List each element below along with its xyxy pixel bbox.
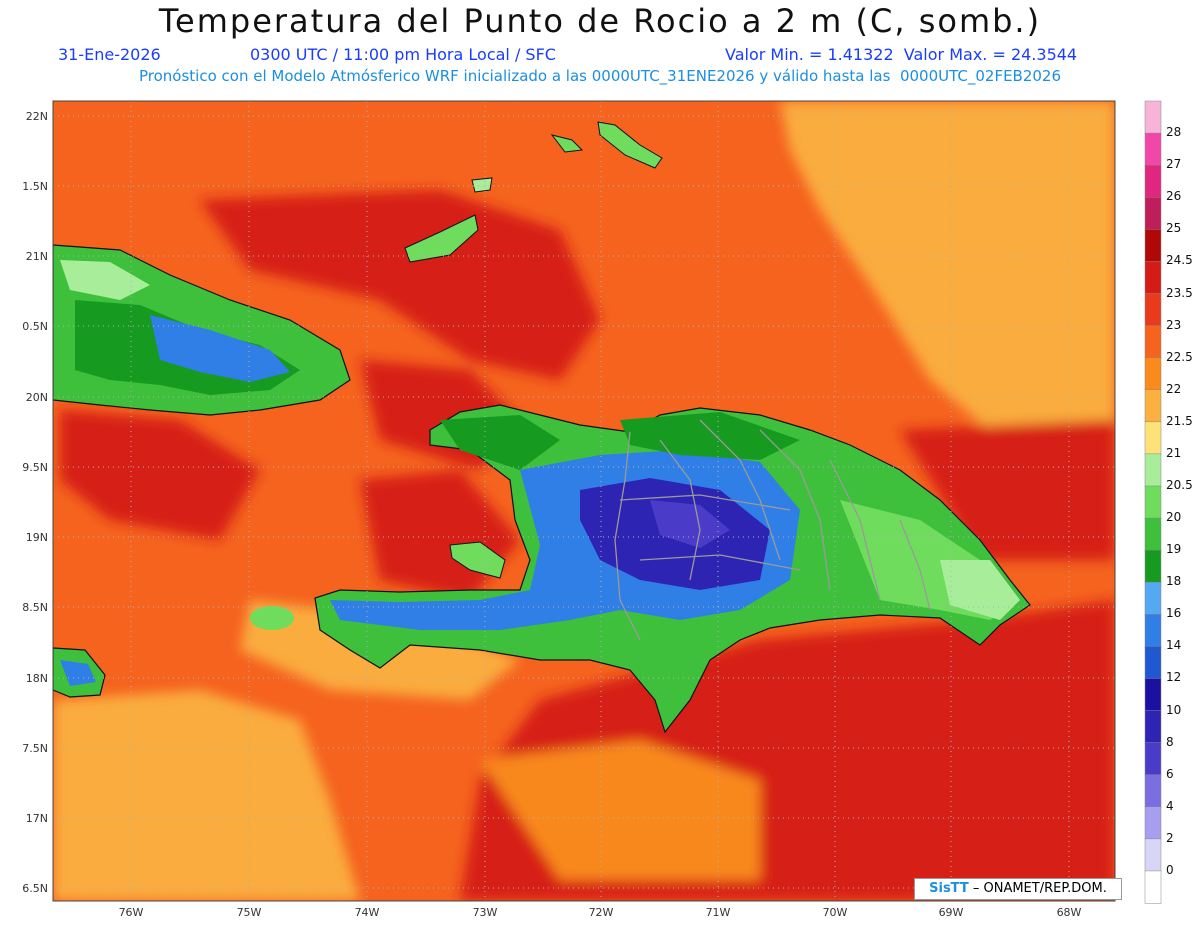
colorbar-swatch xyxy=(1144,517,1162,551)
colorbar-label: 20.5 xyxy=(1166,478,1193,492)
colorbar-swatch xyxy=(1144,196,1162,231)
lat-label: 8.5N xyxy=(22,601,48,614)
forecast-date: 31-Ene-2026 xyxy=(58,45,161,64)
colorbar-swatch xyxy=(1144,742,1162,776)
colorbar-swatch xyxy=(1144,293,1162,327)
w-red xyxy=(60,410,260,540)
lat-label: 21N xyxy=(25,250,48,263)
colorbar-label: 18 xyxy=(1166,574,1182,589)
bahamas-islands xyxy=(404,121,663,263)
lon-label: 69W xyxy=(938,906,964,919)
colorbar-label: 22 xyxy=(1166,381,1182,396)
colorbar-swatch xyxy=(1144,485,1162,519)
min-max-values: Valor Min. = 1.41322 Valor Max. = 24.354… xyxy=(725,45,1078,64)
lat-label: 0.5N xyxy=(22,320,48,333)
colorbar-swatch xyxy=(1144,132,1162,166)
colorbar-label: 6 xyxy=(1166,766,1174,781)
gonave-island xyxy=(449,541,506,579)
province-borders xyxy=(614,419,931,641)
lon-label: 76W xyxy=(118,906,144,919)
colorbar-swatch xyxy=(1144,421,1162,455)
colorbar-label: 21.5 xyxy=(1166,413,1193,428)
n-red-belt xyxy=(200,190,600,380)
orange-south-band xyxy=(480,740,760,880)
colorbar-label: 10 xyxy=(1166,702,1182,717)
lat-label: 22N xyxy=(25,110,48,123)
model-info: Pronóstico con el Modelo Atmósferico WRF… xyxy=(138,67,1062,85)
lat-label: 7.5N xyxy=(22,742,48,755)
sw-light-orange xyxy=(53,690,360,901)
colorbar-swatch xyxy=(1144,870,1162,904)
colorbar-swatch xyxy=(1144,229,1162,263)
jamaica-landmass xyxy=(53,647,106,698)
lon-label: 74W xyxy=(354,906,380,919)
colorbar-swatch xyxy=(1144,614,1162,648)
colorbar-label: 25 xyxy=(1166,221,1182,236)
map-frame xyxy=(52,100,1116,902)
colorbar-swatch xyxy=(1144,453,1162,487)
colorbar-label: 4 xyxy=(1166,798,1174,813)
colorbar-label: 16 xyxy=(1166,606,1182,621)
hispaniola-landmass xyxy=(314,404,1031,734)
colorbar-swatch xyxy=(1144,710,1162,744)
lon-label: 72W xyxy=(588,906,614,919)
colorbar-swatch xyxy=(1144,774,1162,808)
colorbar-swatch xyxy=(1144,164,1162,198)
colorbar-label: 22.5 xyxy=(1166,349,1193,364)
colorbar-label: 20 xyxy=(1166,510,1182,524)
colorbar-label: 27 xyxy=(1166,157,1182,172)
lon-label: 68W xyxy=(1056,906,1082,919)
colorbar-label: 8 xyxy=(1166,734,1174,749)
lat-label: 19N xyxy=(25,531,48,544)
colorbar-swatch xyxy=(1144,389,1162,423)
lat-label: 17N xyxy=(25,812,48,825)
colorbar-swatch xyxy=(1144,646,1162,680)
lon-label: 73W xyxy=(472,906,498,919)
colorbar-label: 28 xyxy=(1166,125,1182,140)
e-red xyxy=(900,420,1115,560)
colorbar-label: 0 xyxy=(1166,862,1174,877)
colorbar-label: 2 xyxy=(1166,830,1174,845)
credit-text: – ONAMET/REP.DOM. xyxy=(968,881,1107,896)
colorbar-label: 23 xyxy=(1166,317,1182,332)
colorbar-label: 12 xyxy=(1166,670,1182,685)
colorbar-swatch xyxy=(1144,549,1162,583)
colorbar-label: 23.5 xyxy=(1166,285,1193,300)
lon-label: 70W xyxy=(822,906,848,919)
lat-label: 20N xyxy=(25,391,48,404)
colorbar-label: 19 xyxy=(1166,542,1182,557)
sistt-logo-text: SisTT xyxy=(929,881,969,896)
colorbar xyxy=(1144,100,1162,904)
lon-label: 75W xyxy=(236,906,262,919)
colorbar-swatch xyxy=(1144,325,1162,359)
forecast-time: 0300 UTC / 11:00 pm Hora Local / SFC xyxy=(250,45,556,64)
green-ocean-spot xyxy=(250,606,294,630)
colorbar-label: 21 xyxy=(1166,445,1182,460)
colorbar-label: 14 xyxy=(1166,638,1182,653)
lat-lon-grid xyxy=(53,101,1115,901)
lon-label: 71W xyxy=(705,906,731,919)
lat-label: 6.5N xyxy=(22,882,48,895)
map-title: Temperatura del Punto de Rocio a 2 m (C,… xyxy=(158,2,1042,40)
colorbar-swatch xyxy=(1144,806,1162,840)
colorbar-swatch xyxy=(1144,100,1162,134)
colorbar-label: 24.5 xyxy=(1166,253,1193,268)
credit-box: SisTT – ONAMET/REP.DOM. xyxy=(914,878,1122,900)
colorbar-swatch xyxy=(1144,581,1162,616)
colorbar-swatch xyxy=(1144,678,1162,712)
colorbar-label: 26 xyxy=(1166,189,1182,204)
lat-label: 1.5N xyxy=(22,180,48,193)
colorbar-swatch xyxy=(1144,838,1162,872)
lat-label: 18N xyxy=(25,672,48,685)
lat-label: 9.5N xyxy=(22,461,48,474)
colorbar-swatch xyxy=(1144,357,1162,391)
colorbar-swatch xyxy=(1144,261,1162,295)
